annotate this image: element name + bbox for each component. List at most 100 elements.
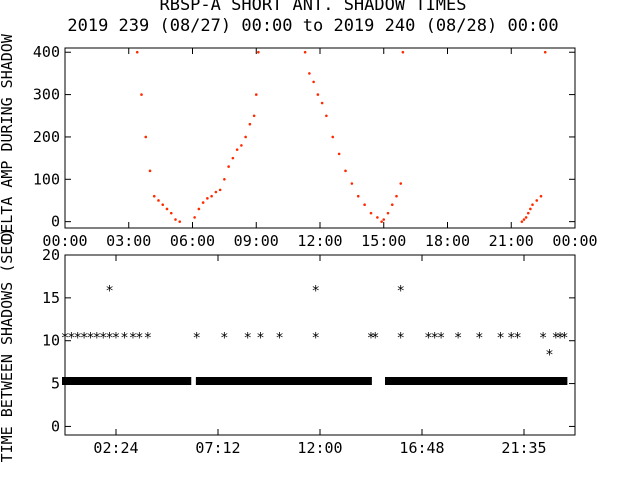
data-point (178, 220, 182, 223)
data-point (240, 144, 243, 147)
chart-title: RBSP-A SHORT ANT. SHADOW TIMES (159, 0, 466, 15)
data-point (169, 211, 173, 215)
y-tick-label: 0 (51, 213, 60, 231)
data-point (363, 203, 366, 207)
data-point (344, 169, 347, 173)
data-point: * (61, 330, 69, 346)
data-point: * (552, 330, 560, 346)
data-point (157, 199, 160, 202)
data-point-band (385, 377, 568, 385)
data-point: * (437, 330, 445, 346)
data-point: * (220, 330, 228, 346)
data-point: * (424, 330, 432, 346)
y-tick-label: 0 (51, 417, 60, 435)
data-point (376, 216, 379, 219)
data-point: * (367, 330, 375, 346)
chart-subtitle: 2019 239 (08/27) 00:00 to 2019 240 (08/2… (67, 16, 558, 36)
y-axis-label: DELTA AMP DURING SHADOW (0, 33, 16, 242)
x-tick-label: 16:48 (399, 439, 444, 457)
data-point: * (93, 330, 101, 346)
x-tick-label: 00:00 (42, 232, 87, 250)
data-point: * (135, 330, 143, 346)
data-point (539, 194, 543, 198)
data-point (206, 197, 209, 200)
data-point (227, 165, 230, 168)
y-tick-label: 15 (42, 289, 60, 307)
data-point: * (144, 330, 152, 346)
data-point (380, 220, 383, 223)
data-point (201, 201, 205, 204)
data-point (401, 50, 405, 54)
x-tick-label: 00:00 (552, 232, 597, 250)
top-panel: 00:00 03:00 06:00 09:00 12:00 15:00 18:00 21:00… (0, 33, 598, 250)
data-point (135, 50, 139, 54)
data-point: * (312, 330, 320, 346)
data-point (231, 156, 235, 160)
data-point (399, 182, 403, 185)
data-point: * (129, 330, 137, 346)
data-point (244, 135, 247, 139)
data-point: * (99, 330, 107, 346)
data-point: * (256, 330, 264, 346)
data-point (520, 220, 524, 223)
data-point (144, 135, 148, 139)
x-tick-label: 06:00 (170, 232, 215, 250)
x-tick-label: 03:00 (106, 232, 151, 250)
x-tick-label: 12:00 (297, 439, 342, 457)
y-tick-label: 400 (33, 43, 60, 61)
data-point (210, 194, 213, 198)
data-point: * (193, 330, 201, 346)
data-point (325, 114, 328, 118)
data-point (386, 211, 390, 215)
data-point: * (105, 283, 113, 299)
x-tick-label: 12:00 (297, 232, 342, 250)
data-point (312, 80, 315, 84)
y-tick-label: 10 (42, 332, 60, 350)
data-point: * (112, 330, 120, 346)
y-tick-label: 200 (33, 128, 60, 146)
data-point (165, 207, 169, 211)
x-tick-label: 15:00 (361, 232, 406, 250)
data-point (531, 203, 534, 207)
data-point: * (86, 330, 94, 346)
y-tick-label: 300 (33, 86, 60, 104)
x-tick-label: 18:00 (425, 232, 470, 250)
data-point: * (275, 330, 283, 346)
bottom-panel: 02:24 07:12 12:00 16:48 21:35 0 5 10 15 20 TIME BE… (0, 228, 576, 462)
data-point: * (539, 330, 547, 346)
y-tick-label: 5 (51, 375, 60, 393)
data-point (248, 122, 252, 126)
x-tick-label: 21:35 (501, 439, 546, 457)
data-point (526, 211, 530, 215)
data-point: * (507, 330, 515, 346)
data-point-band (62, 377, 192, 385)
data-point (223, 177, 226, 181)
data-point: * (545, 348, 553, 364)
x-tick-label: 07:12 (195, 439, 240, 457)
data-point (331, 135, 335, 139)
data-point (254, 93, 258, 96)
data-point (218, 188, 222, 192)
data-point: * (556, 330, 564, 346)
data-point (174, 218, 177, 221)
data-point (395, 194, 398, 198)
data-point-band (195, 377, 372, 385)
data-point: * (67, 330, 75, 346)
data-point (140, 93, 143, 96)
data-point: * (513, 330, 521, 346)
data-point (320, 101, 324, 105)
data-point (369, 211, 373, 215)
data-point (524, 216, 528, 219)
y-tick-label: 20 (42, 246, 60, 264)
data-point: * (80, 330, 88, 346)
data-point: * (431, 330, 439, 346)
data-point (152, 194, 156, 198)
data-point (356, 194, 360, 198)
data-point: * (454, 330, 462, 346)
data-point (235, 148, 239, 151)
data-point: * (397, 283, 405, 299)
data-point (382, 218, 386, 221)
data-point: * (312, 283, 320, 299)
data-point: * (496, 330, 504, 346)
